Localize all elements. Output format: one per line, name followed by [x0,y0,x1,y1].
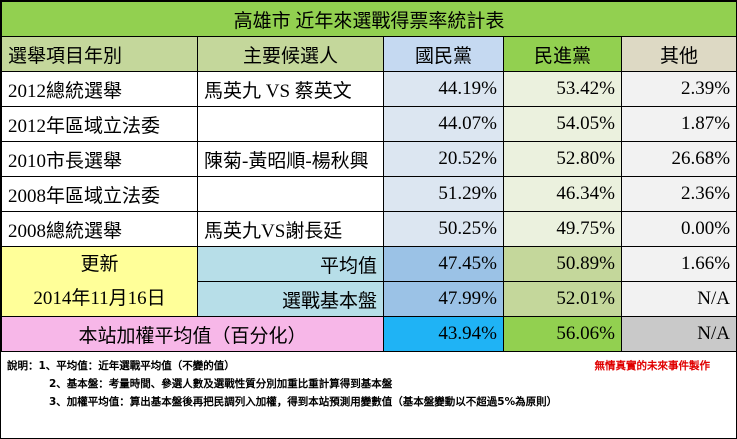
table-row: 2012總統選舉 馬英九 VS 蔡英文 44.19% 53.42% 2.39% [1,71,737,107]
row-other: 26.68% [620,141,737,177]
title-row: 高雄市 近年來選戰得票率統計表 [0,1,737,37]
row-other: 2.36% [620,176,737,212]
weighted-dpp: 56.06% [503,316,622,352]
row-item: 2010市長選舉 [1,141,198,177]
header-candidates: 主要候選人 [197,36,384,72]
row-other: 2.39% [620,71,737,107]
row-item: 2012總統選舉 [1,71,198,107]
row-dpp: 52.80% [503,141,622,177]
base-kmt: 47.99% [383,281,504,317]
average-label: 平均值 [197,246,384,282]
weighted-kmt: 43.94% [383,316,504,352]
update-label: 更新 [80,253,119,275]
base-row: 選戰基本盤 47.99% 52.01% N/A [2,281,737,317]
average-other: 1.66% [620,246,737,282]
credit-text: 無情真實的未來事件製作 [594,360,711,372]
base-other: N/A [620,281,737,317]
election-table: 高雄市 近年來選戰得票率統計表 選舉項目年別 主要候選人 國民黨 民進黨 其他 … [0,1,737,352]
weighted-label: 本站加權平均值（百分化） [1,316,384,352]
base-label: 選戰基本盤 [197,281,384,317]
row-candidates: 馬英九 VS 蔡英文 [197,71,384,107]
weighted-other: N/A [620,316,737,352]
average-row: 更新 2014年11月16日 平均值 47.45% 50.89% 1.66% [1,246,737,317]
header-kmt: 國民黨 [383,36,504,72]
header-item: 選舉項目年別 [1,36,198,72]
base-dpp: 52.01% [503,281,622,317]
update-date: 2014年11月16日 [33,287,166,309]
row-candidates: 馬英九VS謝長廷 [197,211,384,247]
header-other: 其他 [620,36,737,72]
row-kmt: 20.52% [383,141,504,177]
row-dpp: 46.34% [503,176,622,212]
note-line-3: 3、加權平均值：算出基本盤後再把民調列入加權，得到本站預測用變數值（基本盤變動以… [49,396,558,408]
row-other: 1.87% [620,106,737,142]
row-dpp: 49.75% [503,211,622,247]
table-row: 2010市長選舉 陳菊-黃昭順-楊秋興 20.52% 52.80% 26.68% [1,141,737,177]
row-kmt: 51.29% [383,176,504,212]
note-line-2: 2、基本盤：考量時間、參選人數及選戰性質分別加重比重計算得到基本盤 [49,378,393,390]
update-cell: 更新 2014年11月16日 [1,246,198,317]
row-kmt: 44.07% [383,106,504,142]
note-line-1: 說明：1、平均值：近年選戰平均值（不變的值） [7,360,235,372]
row-other: 0.00% [620,211,737,247]
row-candidates [197,106,384,142]
table-row: 2008總統選舉 馬英九VS謝長廷 50.25% 49.75% 0.00% [1,211,737,247]
row-kmt: 44.19% [383,71,504,107]
weighted-row: 本站加權平均值（百分化） 43.94% 56.06% N/A [1,316,737,352]
row-item: 2008總統選舉 [1,211,198,247]
average-dpp: 50.89% [503,246,622,282]
row-item: 2008年區域立法委 [1,176,198,212]
header-dpp: 民進黨 [503,36,622,72]
row-dpp: 54.05% [503,106,622,142]
row-dpp: 53.42% [503,71,622,107]
table-title: 高雄市 近年來選戰得票率統計表 [0,1,737,37]
notes-section: 說明：1、平均值：近年選戰平均值（不變的值） 無情真實的未來事件製作 2、基本盤… [1,352,736,412]
table-row: 2012年區域立法委 44.07% 54.05% 1.87% [1,106,737,142]
table-row: 2008年區域立法委 51.29% 46.34% 2.36% [1,176,737,212]
row-item: 2012年區域立法委 [1,106,198,142]
row-kmt: 50.25% [383,211,504,247]
average-kmt: 47.45% [383,246,504,282]
row-candidates: 陳菊-黃昭順-楊秋興 [197,141,384,177]
row-candidates [197,176,384,212]
header-row: 選舉項目年別 主要候選人 國民黨 民進黨 其他 [1,36,737,72]
